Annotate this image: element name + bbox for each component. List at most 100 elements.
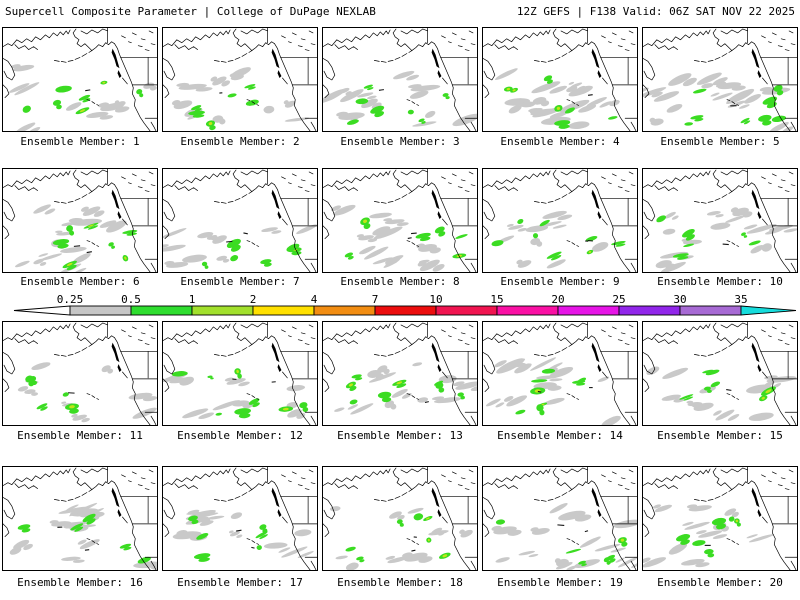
scp-contour-blob	[252, 402, 260, 408]
scp-contour-blob	[114, 106, 130, 113]
scp-contour-blob	[62, 402, 74, 407]
scp-contour-blob	[750, 245, 764, 254]
panel-member-8	[322, 168, 478, 273]
scp-contour-blob	[576, 382, 586, 386]
scp-contour-blob	[549, 378, 563, 382]
scp-contour-blob	[713, 410, 722, 416]
scp-contour-blob	[586, 97, 607, 107]
ensemble-member-label: Ensemble Member: 4	[500, 135, 620, 148]
panel-member-13	[322, 321, 478, 426]
okhotsk-coast	[323, 84, 330, 98]
na-west-coast	[434, 43, 471, 131]
scp-contour-blob	[396, 383, 407, 388]
kamchatka-coast	[163, 58, 176, 81]
scp-contour-blob	[677, 256, 689, 260]
kamchatka-coast	[323, 497, 336, 520]
scp-contour-blob	[55, 230, 63, 233]
hawaii-islands	[406, 393, 420, 400]
scp-contour-blob	[69, 405, 75, 409]
scp-contour-blob	[407, 109, 414, 115]
scp-contour-blob	[212, 235, 227, 244]
scp-contour-blob	[510, 362, 526, 368]
scp-contour-blob	[540, 100, 550, 107]
scp-contour-blob	[122, 230, 138, 234]
scp-contour-blob	[455, 234, 468, 239]
se-alaska-archipelago	[591, 342, 602, 373]
kamchatka-coast	[483, 58, 496, 81]
scp-contour-blob	[597, 376, 610, 383]
baja-gulf-coast	[310, 121, 317, 131]
panel-member-4	[482, 27, 638, 132]
scp-contour-blob	[693, 88, 707, 94]
colorbar-tick-label: 30	[673, 293, 686, 306]
colorbar-segment	[557, 305, 620, 316]
panel-row-2	[0, 168, 800, 273]
okhotsk-coast	[3, 84, 10, 98]
panel-row-4	[0, 466, 800, 571]
scp-contour-blob	[111, 245, 115, 249]
alaska-north-coast	[400, 28, 428, 35]
na-west-coast	[434, 337, 471, 425]
scp-contour-blob	[415, 232, 431, 239]
hawaii-islands	[726, 538, 740, 545]
scp-contour-blob	[349, 386, 357, 392]
se-alaska-archipelago	[431, 189, 442, 220]
scp-contour-blob	[286, 385, 306, 392]
scp-contour-blob	[338, 87, 350, 94]
se-alaska-archipelago	[431, 342, 442, 373]
coastline	[3, 169, 157, 272]
scp-contour-blob	[21, 528, 31, 533]
colorbar-tick-label: 35	[734, 293, 747, 306]
scp-contour-blob	[247, 86, 256, 90]
scp-contour-blob	[86, 518, 96, 525]
vancouver-island	[602, 218, 608, 226]
scp-contour-blob	[238, 381, 250, 387]
okhotsk-coast	[3, 225, 10, 239]
aleutian-islands	[53, 344, 93, 357]
scp-contour-blob	[547, 385, 562, 391]
scp-contour-blob	[715, 81, 720, 85]
scp-contour-blob	[142, 396, 157, 402]
scp-contour-blob	[291, 251, 302, 256]
colorbar-right-arrow	[740, 305, 796, 316]
scp-contour-blob	[506, 223, 514, 227]
coastline	[323, 169, 477, 272]
alaska-north-coast	[240, 467, 268, 474]
scp-contour-blob	[594, 543, 621, 552]
scp-contour-blob	[329, 506, 341, 512]
alaska-north-coast	[80, 322, 108, 329]
scp-contour-blob	[705, 369, 720, 376]
scp-contour-blob	[701, 83, 714, 89]
anadyr-coast	[14, 483, 38, 489]
okhotsk-coast	[643, 523, 650, 537]
interior-lakes	[441, 469, 476, 490]
scp-contour-blob	[419, 236, 431, 242]
scp-contour-blob	[643, 557, 667, 568]
scp-contour-blob	[212, 400, 241, 411]
scp-contour-blob	[82, 513, 96, 523]
scp-contour-blob	[776, 90, 784, 96]
scp-contour-blob	[206, 235, 217, 240]
scp-contour-blob	[164, 260, 175, 265]
colorbar-tick-label: 10	[429, 293, 442, 306]
kamchatka-coast	[3, 497, 16, 520]
page-title: Supercell Composite Parameter | College …	[5, 5, 376, 18]
scp-contour-blob	[346, 119, 359, 125]
ensemble-member-label: Ensemble Member: 2	[180, 135, 300, 148]
okhotsk-coast	[483, 378, 490, 392]
alaska-west-coast	[72, 169, 115, 192]
colorbar-segment	[130, 305, 193, 316]
scp-contour-blob	[331, 205, 342, 212]
baja-gulf-coast	[150, 560, 157, 570]
scp-contour-blob	[119, 543, 132, 549]
scp-fill-areas-mid	[25, 375, 79, 414]
kamchatka-coast	[163, 352, 176, 375]
scp-contour-blob	[60, 246, 87, 253]
scp-contour-blob	[136, 89, 143, 95]
scp-fill-areas-mid	[17, 513, 151, 564]
scp-contour-blob	[686, 400, 694, 404]
siberia-coast	[3, 170, 71, 188]
scp-contour-blob	[759, 86, 773, 92]
coastline	[483, 322, 637, 425]
hawaii-islands	[566, 99, 580, 106]
